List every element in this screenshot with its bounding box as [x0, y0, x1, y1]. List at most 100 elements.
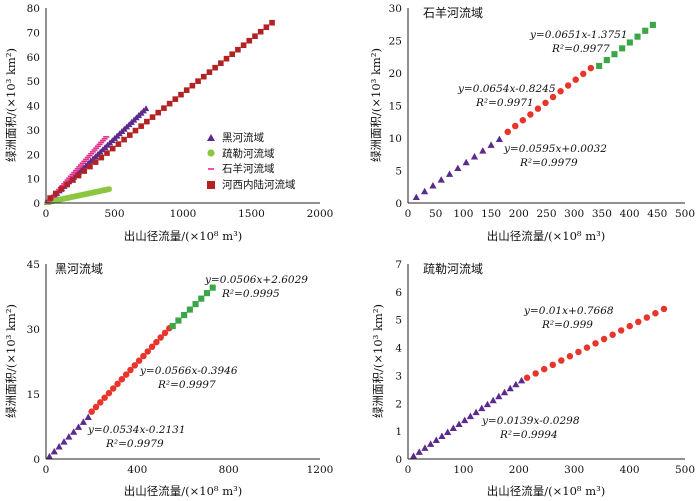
- y-tick-label: 60: [27, 52, 40, 64]
- x-tick-label: 100: [453, 464, 473, 476]
- y-tick-label: 50: [27, 76, 40, 88]
- data-point: [426, 440, 435, 447]
- y-tick-label: 25: [389, 36, 402, 48]
- plot-area: [409, 305, 668, 459]
- data-point: [52, 190, 59, 197]
- x-tick-label: 1200: [307, 464, 334, 476]
- data-point: [64, 181, 70, 188]
- data-point: [660, 305, 668, 313]
- data-point: [523, 374, 531, 381]
- data-point: [596, 62, 603, 70]
- y-tick-label: 5: [395, 315, 402, 327]
- data-point: [106, 186, 112, 193]
- data-point: [175, 317, 182, 324]
- data-point: [155, 109, 162, 116]
- y-tick-label: 40: [27, 101, 40, 113]
- data-point: [257, 28, 264, 35]
- x-tick-label: 400: [620, 208, 640, 220]
- y-tick-label: 45: [27, 259, 40, 271]
- data-point: [109, 145, 116, 152]
- data-point: [652, 309, 659, 317]
- y-tick-label: 10: [27, 174, 40, 186]
- data-point: [583, 344, 591, 351]
- legend-label: 疏勒河流域: [222, 147, 275, 160]
- x-tick-label: 800: [219, 464, 239, 476]
- data-point: [603, 57, 610, 64]
- x-tick-label: 200: [509, 208, 529, 220]
- legend-item: 黑河流域: [207, 131, 264, 144]
- data-point: [479, 147, 487, 154]
- data-point: [115, 141, 122, 147]
- data-point: [580, 70, 587, 78]
- r-squared-label: R²=0.9994: [499, 429, 558, 441]
- regression-equation: y=0.0654x-0.8245: [457, 83, 556, 95]
- data-point: [532, 370, 539, 377]
- legend-label: 黑河流域: [222, 131, 264, 144]
- x-tick-labels: 0 50 100 150 200 250 300 350 400 450 500: [405, 208, 695, 220]
- y-tick-label: 3: [395, 370, 402, 382]
- data-point: [461, 416, 469, 424]
- data-point: [101, 394, 108, 401]
- data-point: [626, 39, 633, 46]
- x-tick-label: 1000: [170, 208, 197, 220]
- data-point: [198, 295, 205, 302]
- x-tick-labels: 0 100 200 300 400 500: [405, 464, 695, 476]
- y-tick-label: 30: [27, 324, 40, 336]
- data-point: [45, 452, 54, 460]
- data-point: [144, 118, 150, 125]
- r-squared-label: R²=0.9995: [221, 288, 280, 300]
- data-point: [649, 21, 656, 28]
- data-point: [454, 164, 462, 172]
- data-point: [437, 176, 445, 183]
- data-point: [470, 152, 479, 160]
- data-point: [549, 93, 557, 101]
- data-point: [487, 141, 495, 148]
- y-tick-label: 20: [389, 68, 402, 80]
- data-point: [445, 170, 454, 177]
- y-tick-label: 7: [395, 259, 402, 271]
- data-point: [240, 42, 247, 49]
- x-tick-label: 50: [429, 208, 442, 220]
- y-tick-label: 0: [395, 198, 402, 210]
- data-point: [455, 420, 463, 428]
- data-point: [566, 353, 574, 360]
- data-point: [421, 444, 429, 451]
- data-point: [114, 380, 121, 388]
- data-point: [206, 69, 213, 75]
- data-point: [519, 117, 527, 124]
- data-point: [132, 127, 139, 134]
- x-tick-label: 0: [43, 208, 50, 220]
- y-axis-label: 绿洲面积/(×10³ km²): [371, 304, 385, 418]
- data-point: [609, 331, 616, 338]
- plot-area: [44, 19, 275, 206]
- data-point: [203, 290, 211, 297]
- r-squared-label: R²=0.999: [541, 319, 593, 331]
- data-point: [246, 37, 253, 44]
- y-tick-label: 30: [389, 3, 402, 15]
- regression-equation: y=0.0651x-1.3751: [529, 29, 628, 41]
- data-point: [634, 33, 641, 40]
- data-point: [223, 55, 230, 62]
- legend-marker-triangle: [207, 134, 215, 141]
- regression-equation: y=0.0139x-0.0298: [481, 415, 580, 427]
- x-tick-label: 500: [675, 464, 695, 476]
- data-point: [512, 380, 520, 388]
- data-point: [409, 452, 418, 459]
- chart-panel-shiyang: 石羊河流域 0 5 10 15 20 25 30 0 50 100 150 20…: [369, 3, 695, 243]
- x-tick-label: 350: [592, 208, 612, 220]
- y-tick-label: 80: [27, 3, 40, 15]
- data-point: [189, 82, 196, 89]
- data-point: [421, 187, 429, 195]
- data-point: [181, 312, 188, 319]
- data-point: [105, 389, 113, 397]
- data-point: [60, 438, 68, 445]
- x-tick-label: 100: [453, 208, 473, 220]
- data-point: [122, 371, 130, 378]
- chart-panel-shule: 疏勒河流域 0 1 2 3 4 5 6 7 0 100 200 300 400 …: [371, 259, 695, 498]
- data-point: [512, 122, 519, 130]
- data-point: [92, 403, 100, 411]
- data-point: [212, 64, 218, 71]
- legend-item: 石羊河流域: [208, 162, 275, 175]
- data-point: [478, 404, 486, 412]
- data-point: [192, 301, 199, 308]
